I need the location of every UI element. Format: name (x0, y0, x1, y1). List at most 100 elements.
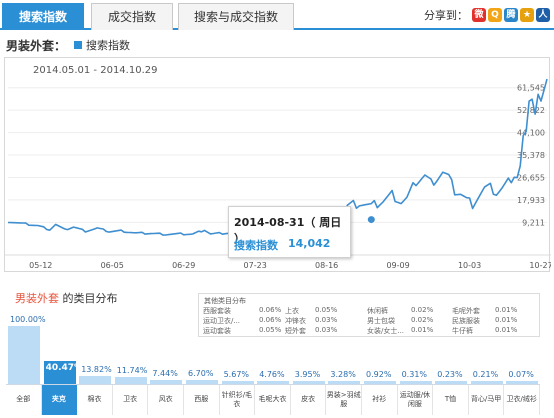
other-category-name: 运动卫衣/... (203, 317, 241, 325)
category-cell[interactable]: 毛呢大衣 (255, 385, 291, 415)
other-category-pct: 0.06% (259, 316, 282, 324)
category-bar-label: 0.07% (508, 370, 534, 379)
sina-weibo-icon[interactable]: 微 (472, 8, 486, 22)
other-category-name: 西服套装 (203, 307, 231, 315)
other-category-pct: 0.02% (411, 316, 434, 324)
tooltip-value: 14,042 (288, 237, 331, 250)
category-bar[interactable] (43, 360, 76, 384)
category-title: 男装外套： (6, 38, 67, 53)
renren-icon[interactable]: 人 (536, 8, 550, 22)
date-range-label: 2014.05.01 - 2014.10.29 (33, 65, 158, 76)
tab-bar: 搜索指数 成交指数 搜索与成交指数 分享到： 微 Q 腾 ★ 人 (0, 0, 554, 30)
tab-search-and-transaction-index[interactable]: 搜索与成交指数 (178, 3, 294, 30)
y-tick-label: 44,100 (517, 129, 545, 138)
x-tick-label: 06-05 (101, 261, 124, 270)
distribution-title-suffix: 的类目分布 (59, 292, 118, 305)
category-bar[interactable] (292, 381, 325, 384)
other-category-name: 男士包袋 (367, 317, 395, 325)
category-cell[interactable]: 运动服/休闲服 (398, 385, 434, 415)
category-bar-label: 3.28% (330, 370, 356, 379)
other-category-pct: 0.01% (411, 326, 434, 334)
other-categories-box: 其他类目分布 西服套装 0.06% 上衣 0.05% 休闲裤 0.02% 毛呢外套 0.01%… (198, 293, 540, 337)
category-bar[interactable] (114, 377, 147, 384)
other-category-pct: 0.06% (259, 306, 282, 314)
tab-search-index[interactable]: 搜索指数 (2, 3, 84, 30)
category-bar[interactable] (399, 381, 432, 384)
category-cell[interactable]: 夹克 (41, 385, 78, 415)
category-cell[interactable]: 全部 (6, 385, 42, 415)
category-bar[interactable] (470, 381, 503, 384)
x-tick-label: 10-03 (458, 261, 481, 270)
other-category-pct: 0.05% (315, 306, 338, 314)
category-cell[interactable]: 西服 (184, 385, 220, 415)
series-legend-swatch (74, 41, 83, 49)
category-bar-label: 11.74% (116, 366, 148, 376)
star-icon[interactable]: ★ (520, 8, 534, 22)
category-bar-chart: 100.00% 40.47% 13.82% 11.74% 7.44% 6.70% 5.67%… (0, 300, 554, 384)
other-category-name: 上衣 (285, 307, 299, 315)
category-bar[interactable] (186, 380, 218, 384)
distribution-title-category: 男装外套 (15, 292, 59, 305)
category-cell[interactable]: 风衣 (148, 385, 184, 415)
category-cell[interactable]: 皮衣 (291, 385, 327, 415)
category-cell[interactable]: 卫衣/绒衫 (504, 385, 540, 415)
other-category-name: 女装/女士... (367, 327, 405, 335)
other-category-pct: 0.03% (315, 316, 338, 324)
trend-chart[interactable]: 9,211 17,933 26,655 35,378 44,100 52,822 61,54… (4, 57, 551, 272)
other-category-name: 冲锋衣 (285, 317, 306, 325)
category-bar-label: 4.76% (259, 370, 285, 379)
hover-point-marker[interactable] (366, 215, 376, 225)
category-bar-label: 7.44% (152, 368, 178, 378)
category-bar[interactable] (150, 379, 183, 384)
tencent-weibo-icon[interactable]: 腾 (504, 8, 518, 22)
category-bar[interactable] (328, 381, 361, 384)
other-category-pct: 0.01% (495, 306, 518, 314)
x-tick-label: 08-16 (315, 261, 338, 270)
category-cell[interactable]: 针织衫/毛衣 (220, 385, 256, 415)
x-tick-label: 09-09 (386, 261, 409, 270)
category-bar[interactable] (435, 381, 468, 384)
category-bar-label: 5.67% (223, 369, 250, 379)
category-cell[interactable]: 棉衣 (77, 385, 113, 415)
share-label: 分享到： (424, 9, 468, 22)
other-categories-header: 其他类目分布 (204, 297, 246, 305)
category-bar-label: 13.82% (81, 365, 112, 374)
category-bar-label: 3.95% (294, 370, 321, 379)
category-bar[interactable] (257, 381, 290, 384)
category-bar-label: 40.47% (45, 362, 84, 373)
series-legend-label[interactable]: 搜索指数 (86, 39, 131, 52)
other-category-name: 牛仔裤 (452, 327, 473, 335)
y-tick-label: 26,655 (517, 173, 545, 182)
category-cell[interactable]: 卫衣 (113, 385, 149, 415)
other-category-name: 运动套装 (203, 327, 231, 335)
chart-heading: 男装外套： 搜索指数 (6, 37, 130, 53)
tab-transaction-index[interactable]: 成交指数 (91, 3, 173, 30)
other-category-name: 毛呢外套 (452, 307, 480, 315)
other-category-pct: 0.01% (495, 326, 518, 334)
tooltip-date: 2014-08-31（ 周日 ） (234, 216, 342, 245)
category-bar-label: 0.31% (401, 370, 428, 379)
category-row: 全部 夹克 棉衣 卫衣 风衣 西服 针织衫/毛衣 毛呢大衣 皮衣 男装>羽绒服 衬衫 运动服/休闲服 T… (6, 384, 540, 415)
other-category-pct: 0.01% (495, 316, 518, 324)
other-category-name: 民族服装 (452, 317, 480, 325)
category-bar[interactable] (506, 381, 539, 384)
other-category-pct: 0.02% (411, 306, 434, 314)
y-tick-label: 52,822 (517, 106, 545, 115)
chart-tooltip: 2014-08-31（ 周日 ） 搜索指数 14,042 (228, 206, 351, 258)
category-cell[interactable]: 背心/马甲 (469, 385, 505, 415)
x-tick-label: 05-12 (29, 261, 52, 270)
y-tick-label: 9,211 (522, 218, 545, 227)
category-bar-label: 0.92% (366, 370, 392, 379)
category-bar[interactable] (8, 326, 40, 384)
other-category-pct: 0.03% (315, 326, 338, 334)
category-bar[interactable] (364, 381, 396, 384)
qzone-icon[interactable]: Q (488, 8, 502, 22)
category-bar[interactable] (221, 380, 254, 384)
category-bar[interactable] (79, 376, 112, 384)
other-category-name: 休闲裤 (367, 307, 388, 315)
category-cell[interactable]: 男装>羽绒服 (326, 385, 362, 415)
x-tick-label: 06-29 (172, 261, 195, 270)
category-bar-label: 0.23% (437, 370, 463, 379)
category-cell[interactable]: 衬衫 (362, 385, 398, 415)
category-cell[interactable]: T恤 (433, 385, 469, 415)
